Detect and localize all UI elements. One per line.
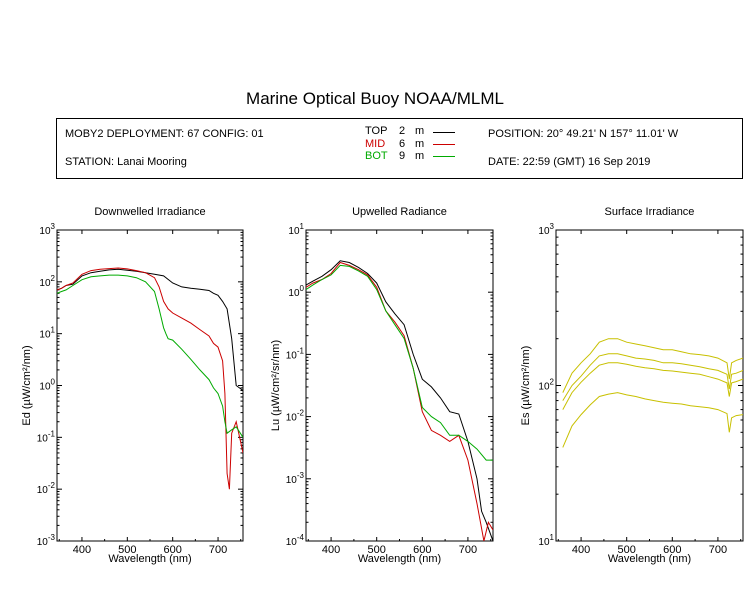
legend-top-depth: 2 — [399, 125, 406, 137]
chart-frame — [56, 229, 244, 542]
y-tick-label: 102 — [39, 274, 55, 289]
x-tick-label: 700 — [209, 544, 227, 556]
y-tick-label: 103 — [538, 222, 554, 237]
y-tick-label: 10-1 — [37, 429, 56, 444]
y-tick-label: 103 — [39, 222, 55, 237]
y-tick-label: 10-3 — [286, 471, 305, 486]
chart-2: Surface Irradiance 400 500 600 700 101 102 103 W… — [520, 206, 744, 565]
x-tick-label: 600 — [413, 544, 431, 556]
deployment-text: MOBY2 DEPLOYMENT: 67 CONFIG: 01 — [65, 128, 264, 140]
x-tick-label: 400 — [322, 544, 340, 556]
y-axis-label: Ed (µW/cm²/nm) — [21, 345, 33, 425]
chart-title: Downwelled Irradiance — [94, 206, 205, 218]
y-tick-label: 10-1 — [286, 346, 305, 361]
legend-bot-unit: m — [415, 150, 425, 162]
series-line-0 — [306, 260, 493, 541]
y-axis-label: Lu (µW/cm²/sr/nm) — [270, 340, 282, 431]
series-line-3 — [562, 392, 743, 448]
chart-title: Surface Irradiance — [605, 206, 695, 218]
legend-bot-line — [433, 156, 455, 157]
station-text: STATION: Lanai Mooring — [65, 156, 187, 168]
y-tick-label: 101 — [288, 222, 304, 237]
legend-bot-depth: 9 — [399, 150, 406, 162]
chart-title: Upwelled Radiance — [352, 206, 447, 218]
y-tick-label: 10-4 — [286, 533, 305, 548]
main-title: Marine Optical Buoy NOAA/MLML — [246, 89, 504, 108]
y-tick-label: 102 — [538, 378, 554, 393]
series-line-2 — [57, 274, 243, 438]
chart-frame — [305, 229, 494, 542]
x-tick-label: 500 — [368, 544, 386, 556]
y-tick-label: 10-2 — [286, 409, 305, 424]
y-tick-label: 101 — [39, 326, 55, 341]
legend-top-line — [433, 132, 455, 133]
y-tick-label: 10-3 — [37, 533, 56, 548]
legend-mid-depth: 6 — [399, 138, 406, 150]
legend-mid-line — [433, 144, 455, 145]
x-tick-label: 700 — [709, 544, 727, 556]
y-tick-label: 100 — [288, 284, 304, 299]
x-tick-label: 400 — [73, 544, 91, 556]
x-tick-label: 500 — [118, 544, 136, 556]
x-axis-label: Wavelength (nm) — [108, 553, 191, 565]
x-axis-label: Wavelength (nm) — [358, 553, 441, 565]
position-text: POSITION: 20° 49.21' N 157° 11.01' W — [488, 128, 679, 140]
legend-top-unit: m — [415, 125, 425, 137]
x-tick-label: 500 — [618, 544, 636, 556]
y-axis-label: Es (µW/cm²/nm) — [520, 346, 532, 426]
y-tick-label: 101 — [538, 533, 554, 548]
x-tick-label: 700 — [459, 544, 477, 556]
chart-1: Upwelled Radiance 400 500 600 700 10-4 10-3 10-… — [270, 206, 494, 565]
x-tick-label: 400 — [572, 544, 590, 556]
info-box: MOBY2 DEPLOYMENT: 67 CONFIG: 01 STATION:… — [56, 118, 743, 179]
legend-mid-unit: m — [415, 138, 425, 150]
legend-bot-label: BOT — [365, 150, 388, 162]
series-line-2 — [562, 362, 743, 410]
x-axis-label: Wavelength (nm) — [608, 553, 691, 565]
series-line-0 — [562, 338, 743, 393]
series-line-1 — [306, 261, 493, 541]
legend-mid-label: MID — [365, 138, 386, 150]
y-tick-label: 100 — [39, 378, 55, 393]
series-line-1 — [57, 267, 243, 490]
chart-frame — [555, 229, 744, 542]
chart-0: Downwelled Irradiance 400 500 600 700 10-3 10-… — [21, 206, 244, 565]
series-line-2 — [306, 264, 493, 461]
legend-top-label: TOP — [365, 125, 388, 137]
date-text: DATE: 22:59 (GMT) 16 Sep 2019 — [488, 156, 651, 168]
x-tick-label: 600 — [663, 544, 681, 556]
series-line-1 — [562, 353, 743, 401]
y-tick-label: 10-2 — [37, 481, 56, 496]
x-tick-label: 600 — [164, 544, 182, 556]
series-line-0 — [57, 268, 243, 391]
